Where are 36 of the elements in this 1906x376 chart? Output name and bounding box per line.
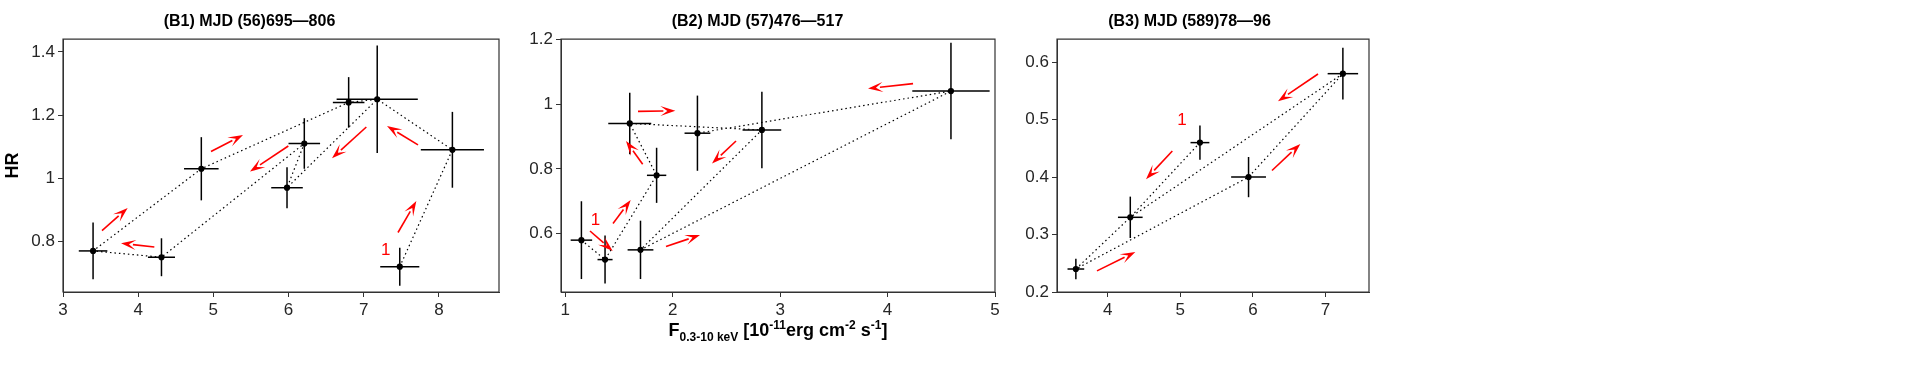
chart-title: (B3) MJD (589)78—96: [1108, 12, 1271, 30]
chart-title: (B1) MJD (56)695—806: [163, 12, 336, 30]
y-tick-label: 1.2: [529, 28, 553, 48]
annotation: 1: [1177, 110, 1187, 130]
y-tick-label: 1: [543, 93, 553, 113]
x-tick-label: 3: [775, 299, 785, 319]
y-axis-title: HR: [1, 152, 22, 179]
y-tick-label: 0.6: [529, 223, 553, 243]
x-tick-label: 4: [1103, 299, 1113, 319]
x-tick-label: 8: [434, 299, 444, 319]
x-tick-label: 7: [358, 299, 369, 319]
annotation: 1: [381, 240, 391, 260]
y-tick-label: 1.4: [31, 41, 55, 61]
chart-title: (B2) MJD (57)476—517: [671, 12, 844, 30]
annotation: 1: [590, 209, 601, 229]
y-tick-label: 0.5: [1025, 109, 1049, 129]
y-tick-label: 0.3: [1025, 224, 1049, 244]
x-tick-label: 3: [58, 299, 68, 319]
x-tick-label: 1: [560, 299, 571, 319]
x-tick-label: 4: [882, 299, 893, 319]
x-tick-label: 2: [667, 299, 678, 319]
x-tick-label: 7: [1320, 299, 1331, 319]
y-tick-label: 1: [45, 167, 55, 187]
y-tick-label: 0.8: [529, 158, 553, 178]
y-tick-label: 0.2: [1025, 281, 1049, 301]
x-tick-label: 5: [990, 299, 1000, 319]
x-tick-label: 4: [133, 299, 143, 319]
y-tick-label: 1.2: [31, 104, 55, 124]
x-tick-label: 6: [283, 299, 294, 319]
y-tick-label: 0.4: [1025, 166, 1049, 186]
x-tick-label: 6: [1248, 299, 1258, 319]
y-tick-label: 0.8: [31, 231, 55, 251]
x-tick-label: 5: [1175, 299, 1186, 319]
y-tick-label: 0.6: [1025, 51, 1049, 71]
x-tick-label: 5: [208, 299, 219, 319]
text: F$_{0.3-10 keV}$ [10$^{-11}$erg cm$^{-2}$ s$^{-1}$]: [668, 318, 888, 344]
